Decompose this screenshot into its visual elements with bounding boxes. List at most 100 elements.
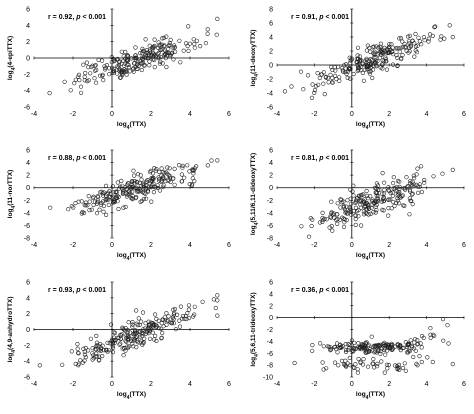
x-tick-label: -2 [70, 381, 76, 388]
data-point [373, 210, 378, 215]
data-point [92, 63, 97, 68]
data-point [330, 80, 335, 85]
data-point [412, 176, 417, 181]
data-point [309, 223, 314, 229]
x-tick-label: 0 [110, 242, 114, 249]
data-point [150, 321, 155, 326]
y-tick-label: -4 [267, 91, 273, 98]
data-point [89, 207, 94, 212]
data-point [94, 343, 100, 348]
data-point [82, 78, 87, 83]
data-point [120, 189, 126, 194]
data-point [397, 49, 402, 54]
data-point [99, 58, 105, 63]
data-point [363, 210, 368, 215]
data-point [359, 193, 364, 198]
data-point [129, 56, 134, 61]
data-point [110, 184, 115, 189]
data-point [114, 71, 120, 76]
data-point [369, 58, 375, 63]
data-point [141, 329, 146, 334]
data-point [151, 190, 156, 195]
y-axis-label: log4(11-norTTX) [7, 170, 17, 219]
y-tick-label: 4 [269, 35, 273, 42]
data-point [133, 45, 138, 50]
scatter-points [37, 293, 220, 368]
data-point [356, 356, 361, 362]
data-point [160, 330, 165, 336]
data-point [100, 193, 106, 198]
data-point [134, 345, 139, 350]
data-point [379, 48, 384, 53]
y-tick-label: -2 [24, 72, 30, 79]
data-point [368, 194, 373, 199]
data-point [390, 45, 395, 50]
data-point [105, 190, 111, 195]
data-point [369, 334, 374, 339]
data-point [431, 332, 436, 337]
y-tick-label: 0 [269, 185, 273, 192]
data-point [382, 187, 387, 192]
data-point [410, 191, 415, 196]
data-point [215, 313, 220, 318]
y-axis-label: log4(4-epiTTX) [7, 36, 17, 80]
data-point [317, 220, 323, 225]
data-point [77, 77, 82, 83]
data-point [140, 61, 145, 66]
x-tick-label: -4 [274, 242, 280, 249]
y-tick-label: 2 [26, 39, 30, 46]
data-point [78, 84, 84, 89]
data-point [147, 323, 152, 328]
data-point [139, 67, 144, 73]
data-point [160, 184, 166, 189]
data-point [351, 71, 356, 77]
data-point [380, 191, 385, 196]
data-point [187, 315, 192, 321]
data-point [123, 204, 128, 210]
data-point [128, 191, 133, 196]
data-point [356, 66, 362, 71]
data-point [397, 179, 402, 184]
data-point [381, 199, 387, 204]
data-point [177, 324, 183, 329]
data-point [134, 338, 139, 343]
data-point [86, 64, 91, 70]
data-point [324, 217, 329, 222]
data-point [396, 190, 401, 195]
data-point [411, 354, 416, 360]
data-point [353, 200, 358, 205]
data-point [108, 322, 114, 327]
data-point [111, 330, 116, 335]
data-point [375, 196, 380, 201]
data-point [66, 207, 71, 212]
data-point [76, 351, 81, 356]
x-tick-label: -4 [274, 111, 280, 118]
data-point [76, 72, 82, 77]
data-point [95, 198, 100, 203]
data-point [153, 54, 158, 59]
data-point [110, 350, 116, 355]
data-point [335, 212, 340, 217]
data-point [350, 348, 355, 353]
data-point [113, 337, 118, 342]
data-point [130, 324, 135, 329]
data-point [384, 59, 389, 64]
data-point [177, 38, 182, 43]
data-point [419, 189, 425, 195]
data-point [108, 191, 113, 196]
data-point [153, 333, 158, 339]
y-tick-label: 6 [269, 280, 273, 287]
data-point [329, 199, 334, 204]
data-point [366, 205, 371, 210]
data-point [138, 50, 143, 56]
data-point [157, 169, 162, 174]
data-point [163, 51, 168, 56]
data-point [347, 67, 352, 72]
data-point [349, 201, 354, 206]
data-point [159, 326, 164, 331]
data-point [132, 173, 137, 178]
data-point [292, 360, 297, 366]
data-point [126, 320, 131, 325]
data-point [144, 179, 149, 184]
